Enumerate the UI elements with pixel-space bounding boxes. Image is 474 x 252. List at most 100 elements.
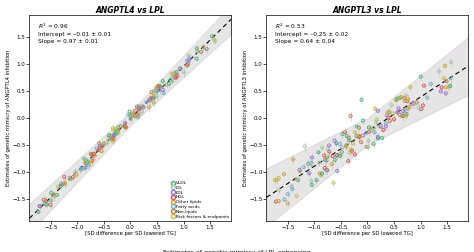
Point: [351, 130, 359, 134]
Point: [392, 98, 400, 102]
Point: [41, 202, 48, 206]
Point: [345, 136, 353, 140]
Point: [333, 141, 340, 145]
Point: [156, 88, 164, 92]
Point: [371, 130, 378, 134]
Point: [121, 125, 128, 129]
Point: [71, 170, 79, 174]
Point: [447, 60, 455, 64]
Point: [61, 182, 68, 186]
Point: [399, 114, 407, 118]
Point: [167, 78, 174, 82]
Point: [40, 198, 47, 202]
Point: [108, 136, 115, 140]
Point: [272, 200, 280, 204]
Point: [307, 179, 315, 183]
Point: [380, 128, 387, 132]
Point: [173, 74, 181, 78]
Point: [420, 84, 428, 88]
Point: [442, 85, 449, 89]
Point: [54, 185, 62, 189]
Point: [105, 133, 113, 137]
Point: [126, 110, 133, 114]
Point: [447, 76, 455, 80]
Point: [115, 125, 122, 130]
Point: [355, 126, 363, 130]
Point: [375, 124, 383, 129]
Point: [103, 141, 111, 145]
Point: [373, 118, 381, 122]
Point: [427, 82, 435, 86]
Point: [399, 113, 406, 117]
Point: [320, 153, 328, 158]
Point: [73, 173, 81, 177]
Point: [388, 103, 395, 107]
Point: [150, 101, 157, 105]
Point: [404, 106, 412, 110]
Point: [417, 107, 425, 111]
Point: [135, 106, 143, 110]
Point: [399, 114, 407, 118]
Point: [150, 96, 157, 100]
Point: [159, 79, 166, 83]
Point: [313, 178, 320, 182]
Point: [57, 184, 64, 188]
Point: [43, 199, 50, 203]
Point: [85, 160, 92, 164]
Point: [83, 161, 91, 165]
Point: [193, 49, 201, 53]
Point: [339, 145, 346, 149]
Point: [289, 187, 296, 191]
Point: [95, 141, 103, 145]
Point: [36, 204, 43, 208]
Point: [316, 172, 324, 176]
Point: [321, 158, 329, 162]
Point: [114, 129, 122, 133]
Point: [197, 50, 205, 54]
Point: [407, 85, 414, 89]
Point: [41, 200, 48, 204]
Point: [139, 104, 146, 108]
Point: [343, 143, 350, 147]
Point: [353, 124, 361, 129]
Point: [184, 62, 191, 67]
Point: [163, 83, 170, 87]
Point: [357, 140, 365, 144]
Point: [81, 160, 89, 164]
Point: [296, 168, 303, 172]
Point: [300, 165, 307, 169]
Point: [133, 105, 141, 109]
Y-axis label: Estimates of genetic mimicry of ANGPTL4 inhibition: Estimates of genetic mimicry of ANGPTL4 …: [6, 50, 10, 186]
Point: [370, 142, 377, 146]
Point: [275, 176, 283, 180]
Point: [325, 143, 333, 147]
Point: [153, 94, 160, 98]
Point: [293, 194, 301, 198]
Point: [146, 97, 154, 101]
Point: [323, 159, 330, 163]
Point: [333, 153, 341, 157]
Point: [42, 202, 49, 206]
Point: [36, 204, 44, 208]
Point: [336, 142, 344, 146]
Point: [110, 133, 118, 137]
Point: [288, 184, 295, 188]
Point: [80, 156, 88, 161]
Point: [359, 134, 366, 138]
Point: [339, 132, 346, 136]
Point: [85, 163, 93, 167]
Point: [315, 150, 322, 154]
Point: [305, 171, 313, 175]
Point: [208, 34, 216, 38]
Point: [397, 95, 405, 99]
Point: [280, 172, 288, 176]
Point: [173, 70, 180, 74]
Point: [343, 145, 350, 149]
Point: [83, 159, 91, 163]
Point: [193, 57, 201, 61]
Point: [134, 104, 142, 108]
Point: [183, 59, 191, 63]
Point: [355, 134, 363, 138]
Point: [183, 64, 191, 68]
Point: [378, 136, 386, 140]
